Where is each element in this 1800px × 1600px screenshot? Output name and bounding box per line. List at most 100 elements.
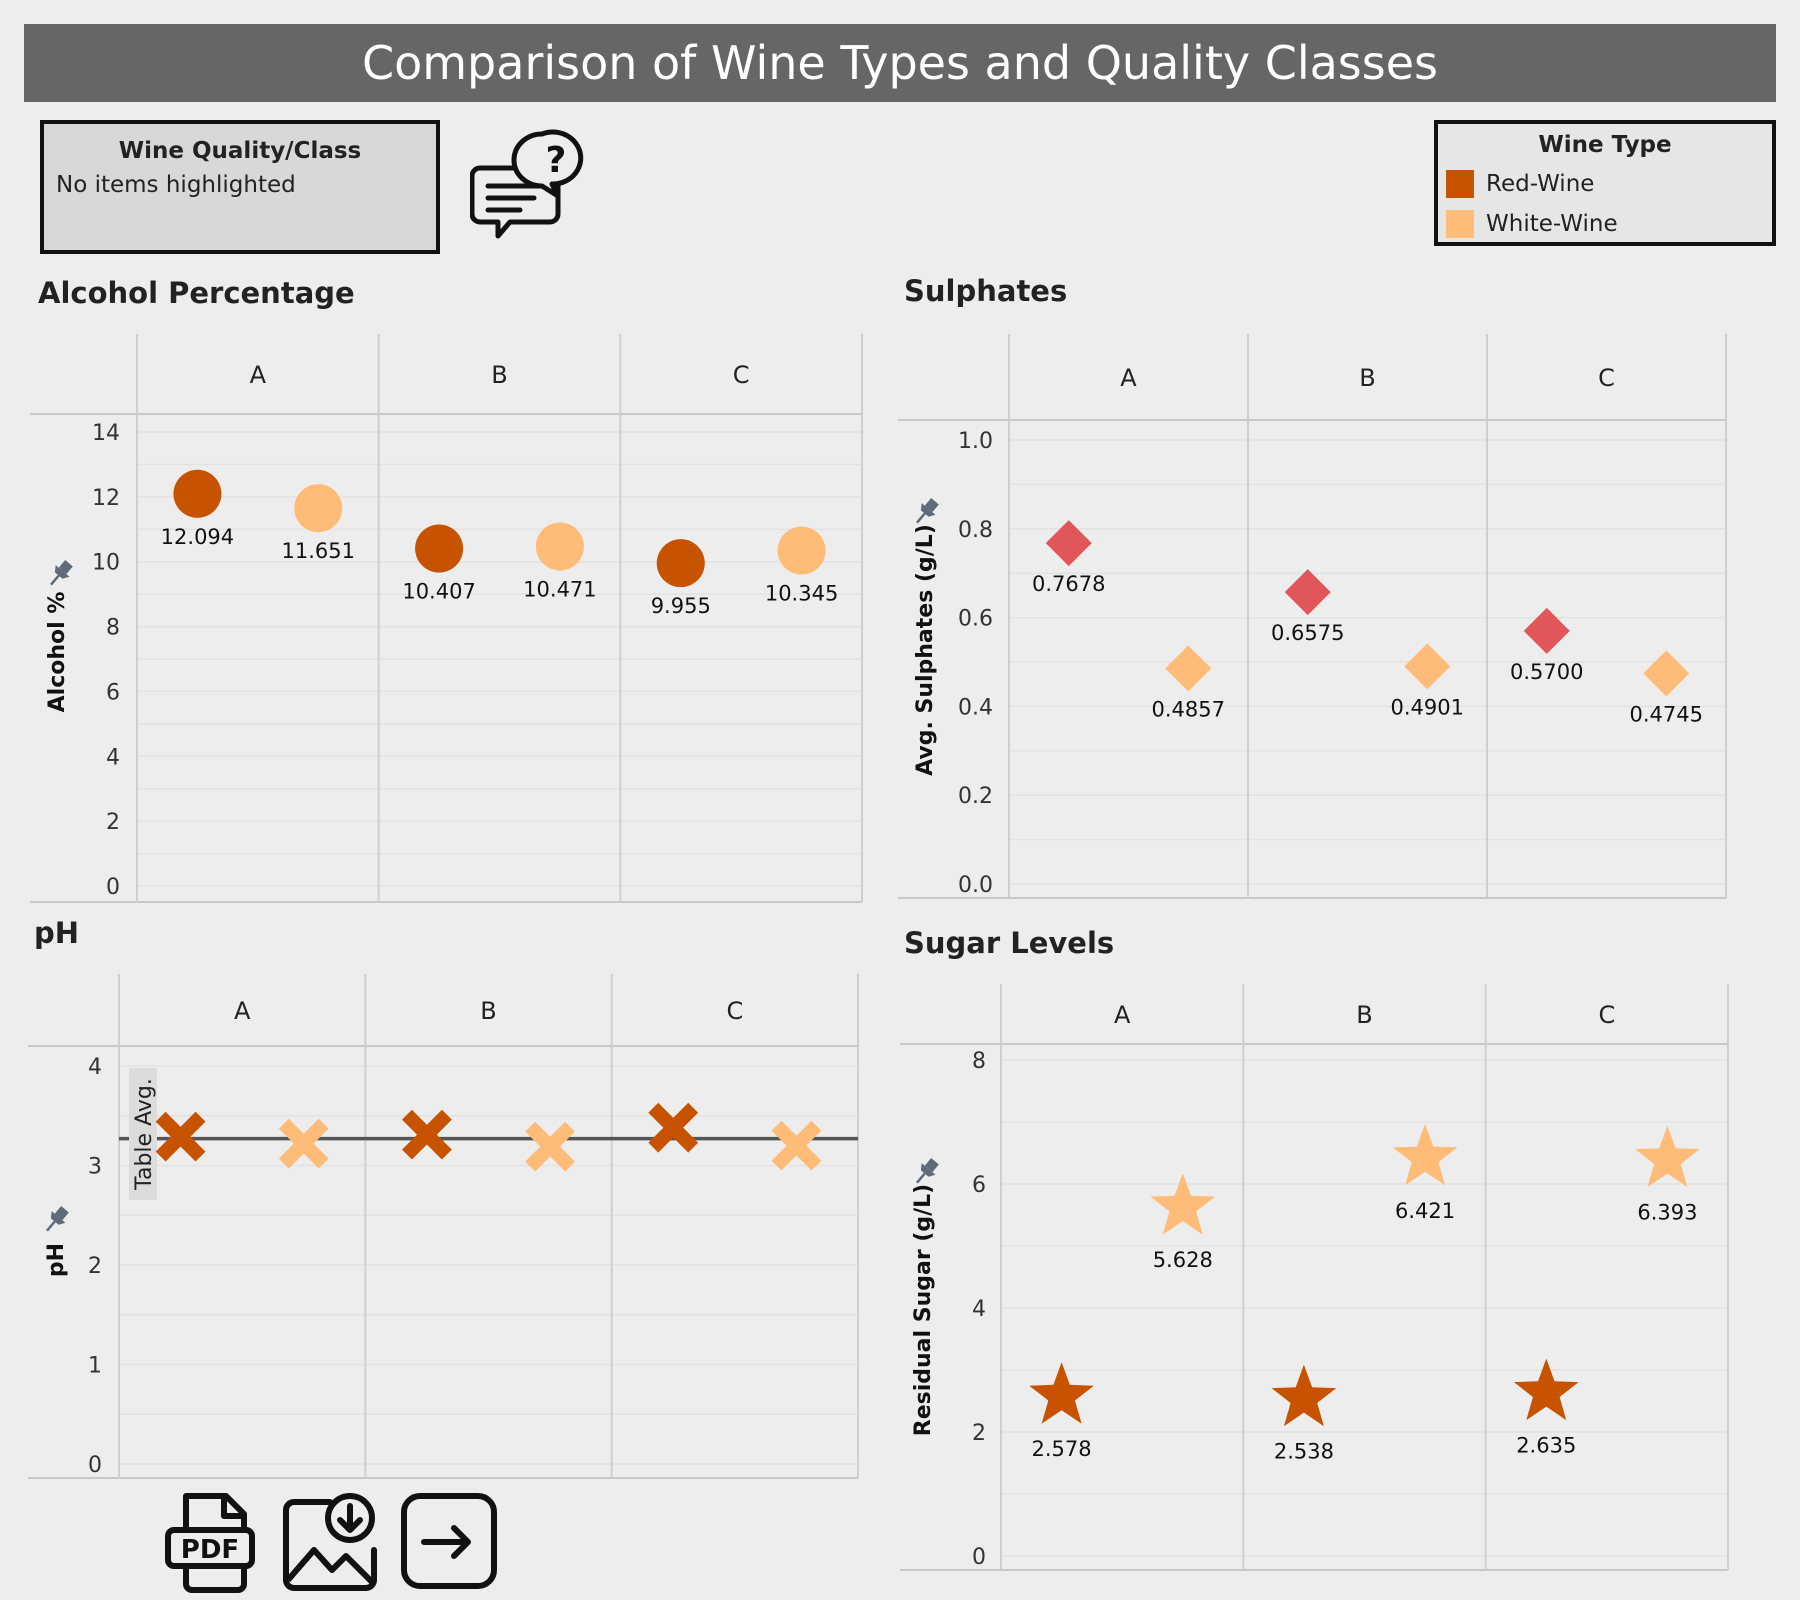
filter-title: Wine Quality/Class bbox=[118, 138, 362, 164]
category-label-c: C bbox=[1598, 1001, 1615, 1029]
data-label-white-wine-b: 6.421 bbox=[1395, 1199, 1455, 1223]
star-mark-white-wine-b bbox=[1392, 1123, 1458, 1186]
export-arrow-icon[interactable] bbox=[398, 1490, 502, 1594]
data-label-white-wine-a: 5.628 bbox=[1153, 1248, 1213, 1272]
pin-icon bbox=[916, 1158, 939, 1184]
circle-mark-red-wine-b bbox=[415, 524, 464, 573]
data-label-white-wine-b: 0.4901 bbox=[1391, 695, 1464, 719]
diamond-mark-white-wine-a bbox=[1165, 645, 1212, 692]
wine-type-legend: Wine Type Red-Wine White-Wine bbox=[1434, 120, 1776, 246]
y-tick-label: 4 bbox=[972, 1297, 986, 1322]
data-label-red-wine-b: 2.538 bbox=[1274, 1440, 1334, 1464]
data-label-red-wine-b: 10.407 bbox=[402, 580, 475, 604]
data-label-white-wine-c: 6.393 bbox=[1637, 1201, 1697, 1225]
filter-status: No items highlighted bbox=[56, 172, 296, 198]
category-label-a: A bbox=[234, 997, 251, 1025]
diamond-mark-white-wine-b bbox=[1404, 643, 1451, 690]
legend-label-white-wine: White-Wine bbox=[1486, 211, 1618, 237]
circle-mark-white-wine-c bbox=[777, 526, 826, 575]
legend-swatch-red bbox=[1446, 170, 1474, 198]
quality-filter-panel[interactable]: Wine Quality/Class No items highlighted bbox=[40, 120, 440, 254]
dashboard-title: Comparison of Wine Types and Quality Cla… bbox=[24, 24, 1776, 102]
ph-chart: A B C 0 1 2 3 4 pH Table Avg. bbox=[28, 974, 859, 1479]
y-tick-label: 8 bbox=[972, 1049, 986, 1074]
diamond-mark-red-wine-c bbox=[1523, 607, 1570, 654]
legend-swatch-white bbox=[1446, 210, 1474, 238]
y-tick-label: 2 bbox=[972, 1421, 986, 1446]
sugar-chart: A B C 0 2 4 6 8 Residual Sugar (g/L) 2.578 2.538 2.… bbox=[900, 984, 1729, 1571]
star-mark-red-wine-b bbox=[1271, 1364, 1337, 1427]
legend-label-red-wine: Red-Wine bbox=[1486, 171, 1595, 197]
circle-mark-white-wine-a bbox=[294, 484, 343, 533]
x-mark-red-wine-a bbox=[155, 1111, 206, 1162]
pin-icon bbox=[916, 498, 939, 524]
star-mark-white-wine-a bbox=[1150, 1173, 1216, 1235]
y-tick-label: 1.0 bbox=[958, 429, 993, 454]
y-axis-title: Alcohol % bbox=[45, 592, 70, 713]
category-header bbox=[1001, 984, 1728, 1044]
category-header bbox=[119, 974, 858, 1046]
y-axis-title: Avg. Sulphates (g/L) bbox=[913, 524, 938, 776]
y-tick-label: 4 bbox=[88, 1055, 102, 1080]
image-download-icon[interactable] bbox=[280, 1490, 384, 1594]
svg-text:PDF: PDF bbox=[181, 1535, 239, 1565]
svg-text:?: ? bbox=[546, 140, 567, 181]
y-tick-label: 10 bbox=[92, 551, 120, 576]
category-label-b: B bbox=[491, 361, 507, 389]
legend-item-red-wine[interactable]: Red-Wine bbox=[1446, 170, 1594, 198]
data-label-red-wine-b: 0.6575 bbox=[1271, 621, 1344, 645]
data-label-red-wine-c: 0.5700 bbox=[1510, 660, 1583, 684]
y-tick-label: 0.6 bbox=[958, 607, 993, 632]
pin-icon bbox=[50, 560, 73, 586]
circle-mark-red-wine-a bbox=[173, 469, 222, 518]
category-label-a: A bbox=[1114, 1001, 1131, 1029]
legend-item-white-wine[interactable]: White-Wine bbox=[1446, 210, 1618, 238]
y-tick-label: 1 bbox=[88, 1354, 102, 1379]
reference-label-box bbox=[129, 1068, 157, 1200]
category-label-c: C bbox=[1598, 364, 1615, 392]
ph-chart-title: pH bbox=[34, 916, 80, 950]
data-label-white-wine-a: 11.651 bbox=[282, 539, 355, 563]
x-mark-red-wine-c bbox=[648, 1102, 699, 1153]
data-label-red-wine-a: 0.7678 bbox=[1032, 572, 1105, 596]
circle-mark-red-wine-c bbox=[656, 539, 705, 588]
data-label-white-wine-c: 0.4745 bbox=[1630, 702, 1703, 726]
y-tick-label: 3 bbox=[88, 1155, 102, 1180]
y-tick-label: 0.8 bbox=[958, 518, 993, 543]
y-tick-label: 0 bbox=[972, 1545, 986, 1570]
x-mark-white-wine-b bbox=[525, 1121, 575, 1172]
y-tick-label: 0 bbox=[106, 875, 120, 900]
category-label-c: C bbox=[733, 361, 750, 389]
category-label-c: C bbox=[726, 997, 743, 1025]
y-tick-label: 6 bbox=[972, 1173, 986, 1198]
star-mark-white-wine-c bbox=[1635, 1125, 1700, 1188]
help-chat-icon[interactable]: ? bbox=[469, 128, 590, 244]
y-axis-title: pH bbox=[44, 1243, 69, 1277]
data-label-red-wine-c: 9.955 bbox=[651, 594, 711, 618]
y-tick-label: 0.0 bbox=[958, 873, 993, 898]
star-mark-red-wine-a bbox=[1029, 1362, 1094, 1424]
data-label-red-wine-c: 2.635 bbox=[1516, 1434, 1576, 1458]
y-tick-label: 6 bbox=[106, 680, 120, 705]
category-label-a: A bbox=[250, 361, 267, 389]
data-label-white-wine-b: 10.471 bbox=[523, 577, 596, 601]
y-tick-label: 2 bbox=[88, 1254, 102, 1279]
y-tick-label: 0.2 bbox=[958, 784, 993, 809]
x-mark-white-wine-c bbox=[771, 1120, 822, 1171]
pdf-icon[interactable]: PDF bbox=[162, 1490, 266, 1594]
x-mark-red-wine-b bbox=[402, 1109, 452, 1160]
sugar-chart-title: Sugar Levels bbox=[904, 926, 1115, 960]
category-label-b: B bbox=[1359, 364, 1375, 392]
data-label-red-wine-a: 2.578 bbox=[1032, 1437, 1092, 1461]
diamond-mark-red-wine-b bbox=[1284, 569, 1331, 616]
category-label-a: A bbox=[1120, 364, 1137, 392]
y-tick-label: 8 bbox=[106, 616, 120, 641]
sulphates-chart-title: Sulphates bbox=[904, 274, 1068, 308]
category-label-b: B bbox=[1356, 1001, 1372, 1029]
legend-title: Wine Type bbox=[1538, 132, 1672, 158]
y-tick-label: 4 bbox=[106, 745, 120, 770]
sulphates-chart: A B C 0.0 0.2 0.4 0.6 0.8 1.0 Avg. Sulphates (g/L… bbox=[898, 334, 1727, 899]
data-label-white-wine-c: 10.345 bbox=[765, 582, 838, 606]
y-tick-label: 0.4 bbox=[958, 695, 993, 720]
y-axis-title: Residual Sugar (g/L) bbox=[911, 1184, 936, 1436]
